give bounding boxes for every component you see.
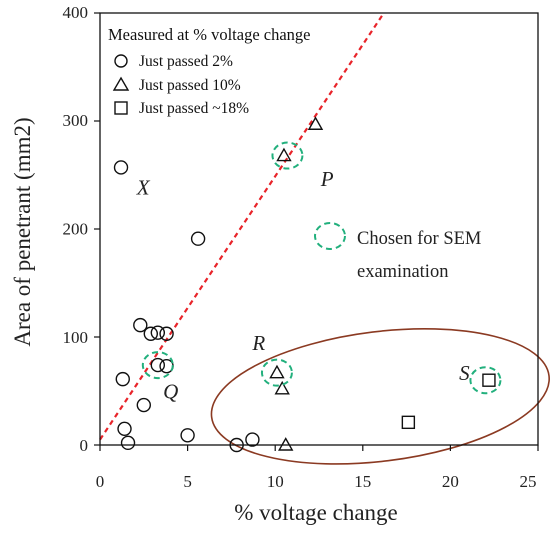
- legend: Measured at % voltage change Just passed…: [108, 25, 311, 117]
- circle-point: [113, 160, 129, 175]
- sem-chosen-marker: [260, 358, 293, 387]
- x-tick-labels: 0 5 10 15 20 25: [96, 472, 537, 491]
- y-tick-label: 300: [63, 111, 89, 130]
- legend-title: Measured at % voltage change: [108, 25, 311, 44]
- annotation-label: Q: [163, 380, 178, 404]
- annotations: X P Q R S: [136, 167, 470, 404]
- x-tick-label: 0: [96, 472, 105, 491]
- y-tick-label: 200: [63, 220, 89, 239]
- annotation-label: R: [251, 331, 265, 355]
- x-tick-label: 5: [183, 472, 192, 491]
- x-tick-label: 20: [442, 472, 459, 491]
- annotation-label: S: [459, 361, 470, 385]
- legend-label: Just passed 2%: [139, 53, 233, 70]
- trend-line: [99, 12, 385, 441]
- square-point: [482, 373, 496, 387]
- sem-chosen-marker: [271, 141, 304, 170]
- y-axis-title: Area of penetrant (mm2): [10, 117, 35, 346]
- sem-chosen-marker: [141, 351, 174, 380]
- x-axis-title: % voltage change: [234, 500, 397, 525]
- square-point: [401, 415, 416, 430]
- x-tick-label: 25: [520, 472, 537, 491]
- sem-chosen-marker: [469, 366, 502, 395]
- group-ellipse: [210, 328, 550, 465]
- annotation-label: X: [136, 175, 151, 199]
- legend-label: Just passed 10%: [139, 77, 241, 94]
- circle-point: [143, 326, 159, 341]
- circle-point: [136, 397, 152, 413]
- legend-square-marker: [114, 101, 128, 115]
- circle-point: [150, 325, 166, 340]
- x-tick-label: 15: [354, 472, 371, 491]
- circle-point: [190, 231, 206, 246]
- circle-point: [120, 435, 136, 451]
- circle-point: [150, 357, 166, 373]
- triangle-point: [269, 364, 285, 379]
- legend-circle-marker: [114, 54, 128, 68]
- y-tick-labels: 0 100 200 300 400: [63, 3, 89, 455]
- annotation-label: P: [320, 167, 334, 191]
- y-tick-label: 0: [80, 436, 89, 455]
- circle-point: [117, 421, 132, 436]
- triangle-point: [276, 147, 292, 162]
- circle-point: [159, 326, 174, 341]
- x-tick-label: 10: [267, 472, 284, 491]
- y-tick-label: 400: [63, 3, 89, 22]
- y-tick-label: 100: [63, 328, 89, 347]
- circle-point: [115, 371, 130, 387]
- circle-point: [180, 428, 195, 443]
- circle-point: [133, 317, 148, 333]
- triangle-point: [274, 380, 290, 395]
- triangle-point: [307, 116, 324, 130]
- sem-legend-label: examination: [357, 262, 448, 282]
- legend-label: Just passed ~18%: [139, 100, 249, 117]
- legend-triangle-marker: [112, 76, 130, 91]
- plot-layer: [94, 12, 550, 465]
- triangle-point: [278, 437, 294, 451]
- circle-point: [245, 432, 260, 447]
- sem-legend-marker: [314, 222, 346, 250]
- sem-legend-label: Chosen for SEM: [357, 229, 481, 249]
